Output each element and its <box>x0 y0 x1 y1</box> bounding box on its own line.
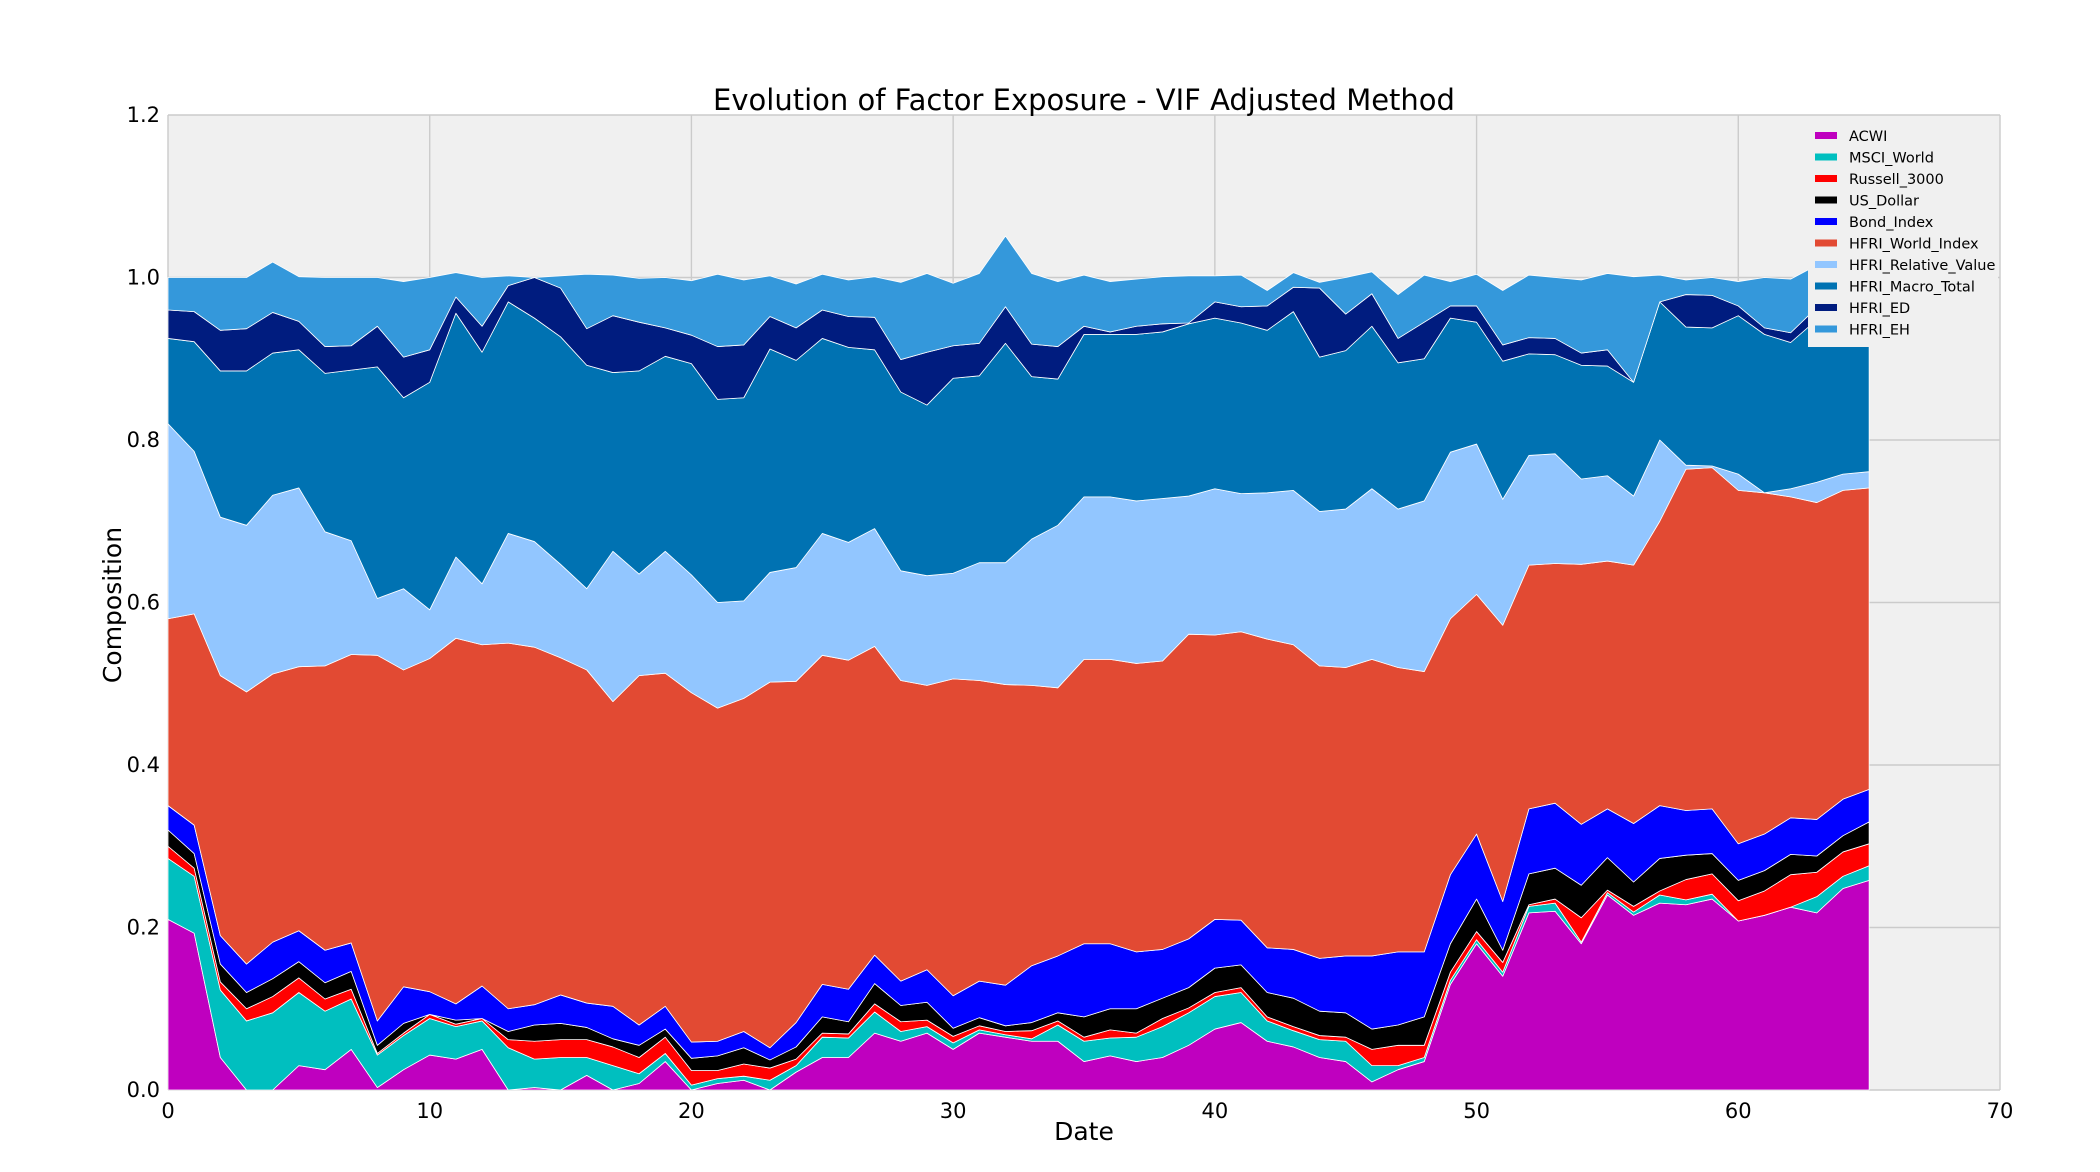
x-tick-label: 30 <box>940 1099 967 1123</box>
legend-swatch <box>1815 304 1837 311</box>
legend-swatch <box>1815 132 1837 139</box>
legend-swatch <box>1815 325 1837 333</box>
stacked-areas <box>167 235 1870 1091</box>
y-tick-label: 0.0 <box>127 1078 160 1102</box>
legend-swatch <box>1815 239 1837 247</box>
x-tick-label: 70 <box>1987 1099 2014 1123</box>
legend-label: US_Dollar <box>1849 194 1919 210</box>
x-tick-label: 50 <box>1463 1099 1490 1123</box>
x-tick-label: 10 <box>416 1099 443 1123</box>
legend-label: HFRI_EH <box>1849 323 1910 339</box>
x-axis-label: Date <box>1054 1117 1114 1146</box>
x-tick-label: 40 <box>1201 1099 1228 1123</box>
legend-label: HFRI_Macro_Total <box>1849 280 1975 296</box>
legend-label: HFRI_ED <box>1849 301 1910 317</box>
legend-label: HFRI_World_Index <box>1849 237 1979 253</box>
y-axis-label: Composition <box>98 527 127 683</box>
y-tick-label: 1.0 <box>127 266 160 290</box>
y-tick-label: 1.2 <box>127 103 160 127</box>
legend-swatch <box>1815 175 1837 182</box>
y-tick-label: 0.4 <box>127 753 160 777</box>
y-tick-label: 0.6 <box>127 591 160 615</box>
y-tick-label: 0.2 <box>127 916 160 940</box>
legend-box <box>1808 118 1998 347</box>
x-tick-label: 0 <box>161 1099 174 1123</box>
legend-label: Russell_3000 <box>1849 172 1944 188</box>
legend-label: MSCI_World <box>1849 151 1934 167</box>
y-tick-label: 0.8 <box>127 428 160 452</box>
chart-title: Evolution of Factor Exposure - VIF Adjus… <box>713 83 1455 117</box>
legend-swatch <box>1815 196 1837 204</box>
legend-label: ACWI <box>1849 129 1887 145</box>
axis-ticks: 0 10 20 30 40 50 60 70 0.0 0.2 0.4 0.6 0.8 1.0 1.2 <box>127 103 2014 1123</box>
x-tick-label: 20 <box>678 1099 705 1123</box>
legend-label: Bond_Index <box>1849 215 1934 231</box>
legend: ACWI MSCI_World Russell_3000 US_Dollar Bond_… <box>1808 118 1998 347</box>
legend-swatch <box>1815 218 1837 225</box>
legend-swatch <box>1815 261 1837 268</box>
legend-swatch <box>1815 153 1837 161</box>
legend-label: HFRI_Relative_Value <box>1849 258 1995 274</box>
legend-swatch <box>1815 282 1837 290</box>
x-tick-label: 60 <box>1725 1099 1752 1123</box>
